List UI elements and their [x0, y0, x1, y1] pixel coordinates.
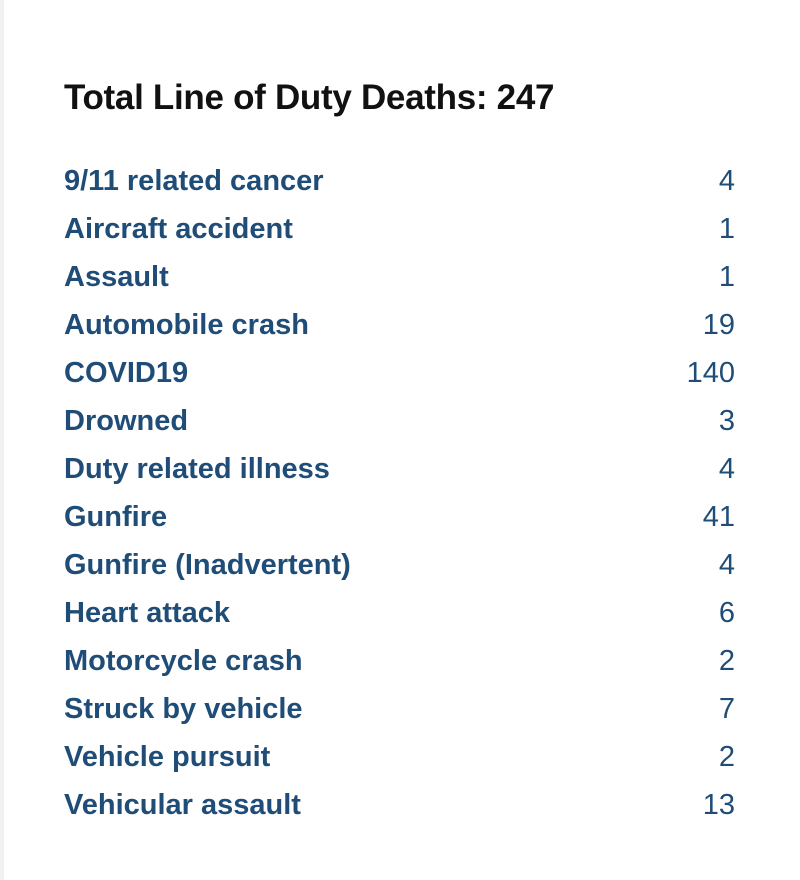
cause-row: 9/11 related cancer 4 — [64, 157, 735, 205]
cause-link[interactable]: Heart attack — [64, 596, 231, 629]
cause-row: Automobile crash 19 — [64, 301, 735, 349]
cause-link[interactable]: Aircraft accident — [64, 212, 293, 245]
deaths-summary-panel: Total Line of Duty Deaths: 247 9/11 rela… — [4, 0, 800, 880]
cause-count: 4 — [718, 452, 735, 485]
total-deaths-title: Total Line of Duty Deaths: 247 — [64, 78, 555, 117]
cause-row: COVID19 140 — [64, 349, 735, 397]
cause-link[interactable]: Vehicle pursuit — [64, 740, 271, 773]
cause-link[interactable]: Struck by vehicle — [64, 692, 303, 725]
cause-count: 6 — [718, 596, 735, 629]
cause-count: 1 — [718, 212, 735, 245]
cause-count: 2 — [718, 740, 735, 773]
cause-row: Drowned 3 — [64, 397, 735, 445]
cause-count: 140 — [686, 356, 735, 389]
cause-link[interactable]: Gunfire — [64, 500, 168, 533]
cause-count: 4 — [718, 548, 735, 581]
cause-count: 13 — [702, 788, 735, 821]
cause-count: 2 — [718, 644, 735, 677]
cause-link[interactable]: 9/11 related cancer — [64, 164, 324, 197]
cause-row: Aircraft accident 1 — [64, 205, 735, 253]
cause-list: 9/11 related cancer 4 Aircraft accident … — [64, 157, 735, 829]
cause-row: Struck by vehicle 7 — [64, 685, 735, 733]
cause-count: 41 — [702, 500, 735, 533]
cause-row: Duty related illness 4 — [64, 445, 735, 493]
cause-link[interactable]: Assault — [64, 260, 169, 293]
cause-row: Motorcycle crash 2 — [64, 637, 735, 685]
cause-row: Heart attack 6 — [64, 589, 735, 637]
cause-link[interactable]: Drowned — [64, 404, 189, 437]
cause-count: 7 — [718, 692, 735, 725]
cause-row: Vehicle pursuit 2 — [64, 733, 735, 781]
cause-count: 1 — [718, 260, 735, 293]
cause-link[interactable]: Automobile crash — [64, 308, 309, 341]
cause-link[interactable]: COVID19 — [64, 356, 189, 389]
cause-row: Vehicular assault 13 — [64, 781, 735, 829]
cause-count: 19 — [702, 308, 735, 341]
cause-link[interactable]: Gunfire (Inadvertent) — [64, 548, 351, 581]
cause-link[interactable]: Duty related illness — [64, 452, 330, 485]
cause-link[interactable]: Vehicular assault — [64, 788, 301, 821]
cause-row: Gunfire (Inadvertent) 4 — [64, 541, 735, 589]
cause-link[interactable]: Motorcycle crash — [64, 644, 303, 677]
cause-row: Gunfire 41 — [64, 493, 735, 541]
cause-count: 3 — [718, 404, 735, 437]
cause-count: 4 — [718, 164, 735, 197]
cause-row: Assault 1 — [64, 253, 735, 301]
